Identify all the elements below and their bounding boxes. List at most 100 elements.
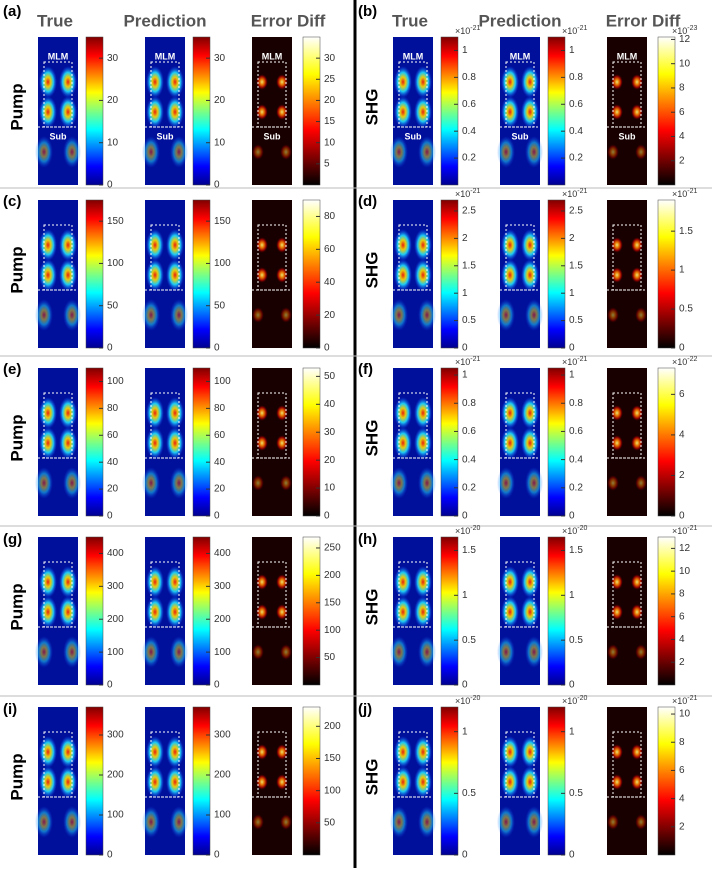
colorbar-tick-label: 25 (324, 74, 336, 85)
colorbar-tick-label: 40 (107, 457, 119, 468)
exponent-power: -20 (577, 695, 587, 702)
exponent-power: -21 (577, 25, 587, 32)
field-hotspot (146, 427, 164, 459)
field-hotspot (39, 229, 57, 261)
colorbar-exponent: ×10-20 (562, 695, 588, 707)
colorbar-tick-label: 0.5 (569, 315, 583, 326)
colorbar-tick-label: 0.6 (462, 99, 476, 110)
field-hotspot (611, 574, 623, 590)
colorbar-exponent: ×10-21 (672, 695, 698, 707)
field-hotspot (394, 736, 412, 768)
field-hotspot (631, 774, 643, 790)
mlm-outline (612, 561, 642, 628)
row-label: Pump (7, 83, 26, 130)
field-hotspot (607, 475, 619, 491)
field-hotspot (501, 566, 519, 598)
colorbar (440, 36, 459, 186)
region-label: Sub (50, 131, 68, 141)
colorbar (85, 36, 104, 186)
colorbar-tick-label: 4 (679, 430, 685, 441)
colorbar-tick-label: 150 (324, 597, 341, 608)
colorbar-tick-label: 200 (324, 570, 341, 581)
colorbar-tick-label: 0 (569, 680, 575, 691)
colorbar-tick-label: 50 (324, 371, 336, 382)
field-hotspot (611, 237, 623, 253)
field-hotspot (276, 435, 288, 451)
colorbar (85, 367, 104, 517)
colorbar-tick-label: 100 (214, 258, 231, 269)
colorbar-tick-label: 5 (324, 158, 330, 169)
colorbar (657, 536, 676, 686)
region-label: MLM (403, 51, 424, 61)
colorbar-exponent: ×10-23 (672, 25, 698, 37)
colorbar (547, 367, 566, 517)
region-label: Sub (619, 131, 637, 141)
region-label: MLM (617, 51, 638, 61)
colorbar-tick-label: 300 (214, 581, 231, 592)
field-hotspot (252, 144, 264, 160)
colorbar-tick-label: 0 (462, 343, 468, 354)
mlm-outline (505, 61, 535, 128)
field-hotspot (256, 267, 268, 283)
colorbar-tick-label: 80 (107, 403, 119, 414)
field-hotspot (418, 299, 436, 331)
colorbar-tick-label: 300 (214, 730, 231, 741)
colorbar-tick-label: 60 (324, 244, 336, 255)
colorbar (302, 199, 321, 349)
colorbar-tick-label: 30 (107, 53, 119, 64)
colorbar-tick-label: 0.2 (569, 153, 583, 164)
colorbar-tick-label: 2 (462, 233, 468, 244)
colorbar-tick-label: 0 (214, 680, 220, 691)
colorbar-tick-label: 2 (679, 470, 685, 481)
field-hotspot (631, 405, 643, 421)
colorbar-tick-label: 8 (679, 737, 685, 748)
row-label: SHG (362, 589, 381, 626)
colorbar-tick-label: 0 (569, 343, 575, 354)
mlm-outline (398, 61, 428, 128)
field-hotspot (166, 259, 184, 291)
field-hotspot (276, 405, 288, 421)
colorbar (657, 706, 676, 856)
colorbar-exponent: ×10-20 (455, 695, 481, 707)
colorbar-tick-label: 2 (679, 821, 685, 832)
exponent-power: -21 (470, 25, 480, 32)
field-hotspot (59, 259, 77, 291)
field-hotspot (276, 604, 288, 620)
field-hotspot (521, 766, 539, 798)
colorbar-tick-label: 20 (324, 95, 336, 106)
exponent-base: ×10 (672, 526, 687, 536)
field-hotspot (39, 66, 57, 98)
field-hotspot (142, 636, 160, 668)
field-hotspot (142, 467, 160, 499)
field-hotspot (59, 566, 77, 598)
colorbar-tick-label: 50 (107, 300, 119, 311)
colorbar-tick-label: 100 (107, 376, 124, 387)
column-header: Prediction (123, 11, 206, 30)
panel-label: (d) (358, 193, 377, 210)
colorbar-tick-label: 150 (324, 753, 341, 764)
colorbar (547, 536, 566, 686)
row-label: Pump (7, 583, 26, 630)
field-hotspot (607, 144, 619, 160)
colorbar-tick-label: 2 (569, 233, 575, 244)
field-hotspot (414, 259, 432, 291)
colorbar-tick-label: 1.5 (462, 260, 476, 271)
colorbar-tick-label: 0.6 (462, 426, 476, 437)
colorbar-tick-label: 200 (324, 721, 341, 732)
panel-label: (c) (3, 193, 21, 210)
colorbar-tick-label: 0 (214, 180, 220, 191)
field-hotspot (521, 259, 539, 291)
field-hotspot (611, 104, 623, 120)
colorbar-tick-label: 1 (462, 370, 468, 381)
field-hotspot (501, 427, 519, 459)
exponent-power: -21 (577, 188, 587, 195)
colorbar-exponent: ×10-22 (672, 356, 698, 368)
field-hotspot (390, 136, 408, 168)
field-hotspot (256, 237, 268, 253)
field-hotspot (635, 144, 647, 160)
row-label: Pump (7, 753, 26, 800)
colorbar-tick-label: 10 (324, 483, 336, 494)
colorbar (440, 706, 459, 856)
field-hotspot (35, 806, 53, 838)
colorbar-tick-label: 200 (107, 770, 124, 781)
